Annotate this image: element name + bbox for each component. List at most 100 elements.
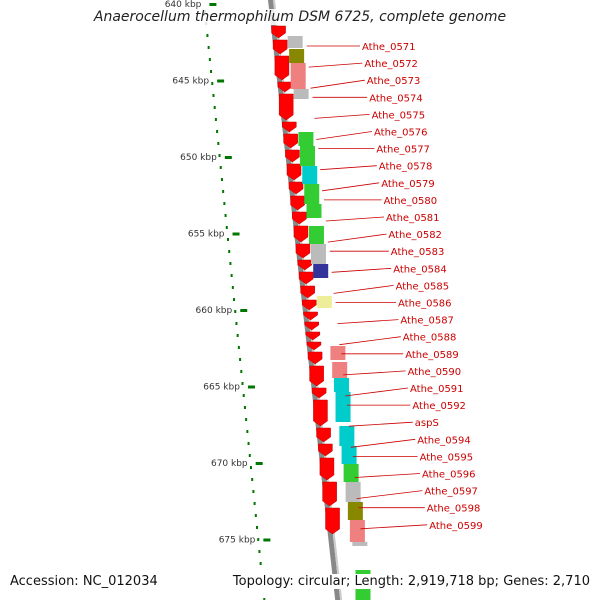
feature-bar [316, 296, 332, 308]
scale-dot [249, 466, 252, 469]
feature-bar [310, 244, 326, 264]
scale-dot [247, 442, 250, 445]
gene-leader-line [343, 370, 406, 376]
scale-dot [258, 550, 261, 553]
feature-bar [306, 204, 322, 218]
gene-label: Athe_0594 [417, 435, 471, 446]
scale-dot [259, 562, 262, 565]
feature-bar [333, 378, 349, 392]
cds-arrow [313, 399, 328, 427]
gene-label: Athe_0592 [412, 401, 466, 412]
cds-arrow [290, 195, 305, 211]
feature-bar [287, 36, 303, 48]
gene-leader-line [354, 473, 421, 478]
cds-arrow [272, 39, 288, 55]
kbp-tick-label: 665 kbp [203, 383, 240, 393]
gene-label: Athe_0580 [384, 196, 438, 207]
feature-bar [293, 89, 309, 99]
cds-arrow [295, 243, 311, 259]
gene-label: Athe_0585 [396, 281, 450, 292]
cds-arrow [293, 225, 309, 243]
gene-label: Athe_0574 [369, 93, 423, 104]
gene-leader-line [325, 216, 385, 222]
feature-bar [298, 132, 314, 146]
cds-arrow [311, 387, 327, 399]
feature-bar [349, 520, 365, 542]
feature-bar [304, 184, 320, 204]
scale-dot [234, 310, 237, 313]
scale-dot [223, 202, 226, 205]
gene-label: Athe_0591 [410, 384, 464, 395]
kbp-tick-mark [209, 3, 217, 6]
cds-arrow [271, 25, 286, 39]
scale-dot [251, 478, 254, 481]
cds-arrow [301, 299, 317, 311]
cds-arrow [306, 341, 322, 351]
scale-dot [229, 262, 232, 265]
gene-label: Athe_0583 [391, 247, 445, 258]
gene-leader-line [320, 165, 377, 171]
scale-dot [226, 238, 229, 241]
gene-leader-line [316, 131, 373, 140]
kbp-tick-mark [255, 462, 263, 465]
cds-arrow [286, 163, 302, 181]
gene-leader-line [360, 524, 428, 530]
scale-dot [217, 142, 220, 145]
scale-dot [256, 526, 259, 529]
kbp-tick-mark [217, 79, 225, 83]
gene-label: Athe_0576 [374, 128, 428, 139]
scale-dot [239, 358, 242, 361]
kbp-tick-mark [263, 538, 271, 542]
scale-dot [253, 502, 256, 505]
cds-arrow [282, 121, 297, 133]
feature-bar [347, 502, 363, 520]
gene-label: Athe_0573 [367, 76, 421, 87]
gene-label: Athe_0590 [408, 367, 462, 378]
gene-leader-line [333, 285, 394, 294]
kbp-tick-label: 660 kbp [196, 306, 233, 316]
cds-arrow [318, 443, 333, 457]
cds-arrow [278, 93, 294, 121]
gene-label: Athe_0584 [393, 264, 447, 275]
cds-arrow [307, 351, 323, 365]
gene-label: Athe_0579 [381, 179, 435, 190]
kbp-tick-label: 640 kbp [165, 0, 202, 10]
scale-dot [231, 286, 234, 289]
scale-dot [233, 298, 236, 301]
cds-arrow [325, 507, 340, 535]
gene-leader-line [327, 233, 387, 243]
kbp-tick-mark [224, 156, 232, 159]
accession-label: Accession: NC_012034 [10, 574, 158, 589]
gene-leader-line [345, 387, 409, 397]
scale-dot [236, 334, 239, 337]
gene-leader-line [308, 62, 363, 68]
gene-leader-line [348, 421, 413, 427]
scale-dot [218, 154, 221, 157]
feature-bar [290, 63, 306, 89]
scale-dot [213, 106, 216, 109]
scale-dot [240, 370, 243, 373]
cds-arrow [316, 427, 331, 443]
gene-label: Athe_0577 [376, 145, 430, 156]
cds-arrow [277, 81, 293, 93]
scale-dot [211, 82, 214, 85]
scale-dot [246, 430, 249, 433]
gene-leader-line [337, 319, 399, 324]
gene-label: Athe_0572 [364, 59, 418, 70]
genome-stats: Topology: circular; Length: 2,919,718 bp… [232, 574, 590, 589]
cds-arrow [305, 331, 321, 341]
gene-label: Athe_0571 [362, 42, 416, 53]
gene-label: Athe_0578 [379, 162, 433, 173]
gene-label: Athe_0586 [398, 299, 452, 310]
cds-arrow [309, 365, 324, 387]
scale-dot [257, 538, 260, 541]
gene-label: Athe_0582 [388, 230, 442, 241]
scale-dot [224, 214, 227, 217]
gene-leader-line [322, 182, 380, 192]
kbp-tick-mark [247, 385, 255, 389]
cds-arrow [300, 285, 315, 299]
scale-dot [230, 274, 233, 277]
kbp-tick-mark [240, 309, 248, 312]
gene-label: Athe_0597 [424, 487, 478, 498]
